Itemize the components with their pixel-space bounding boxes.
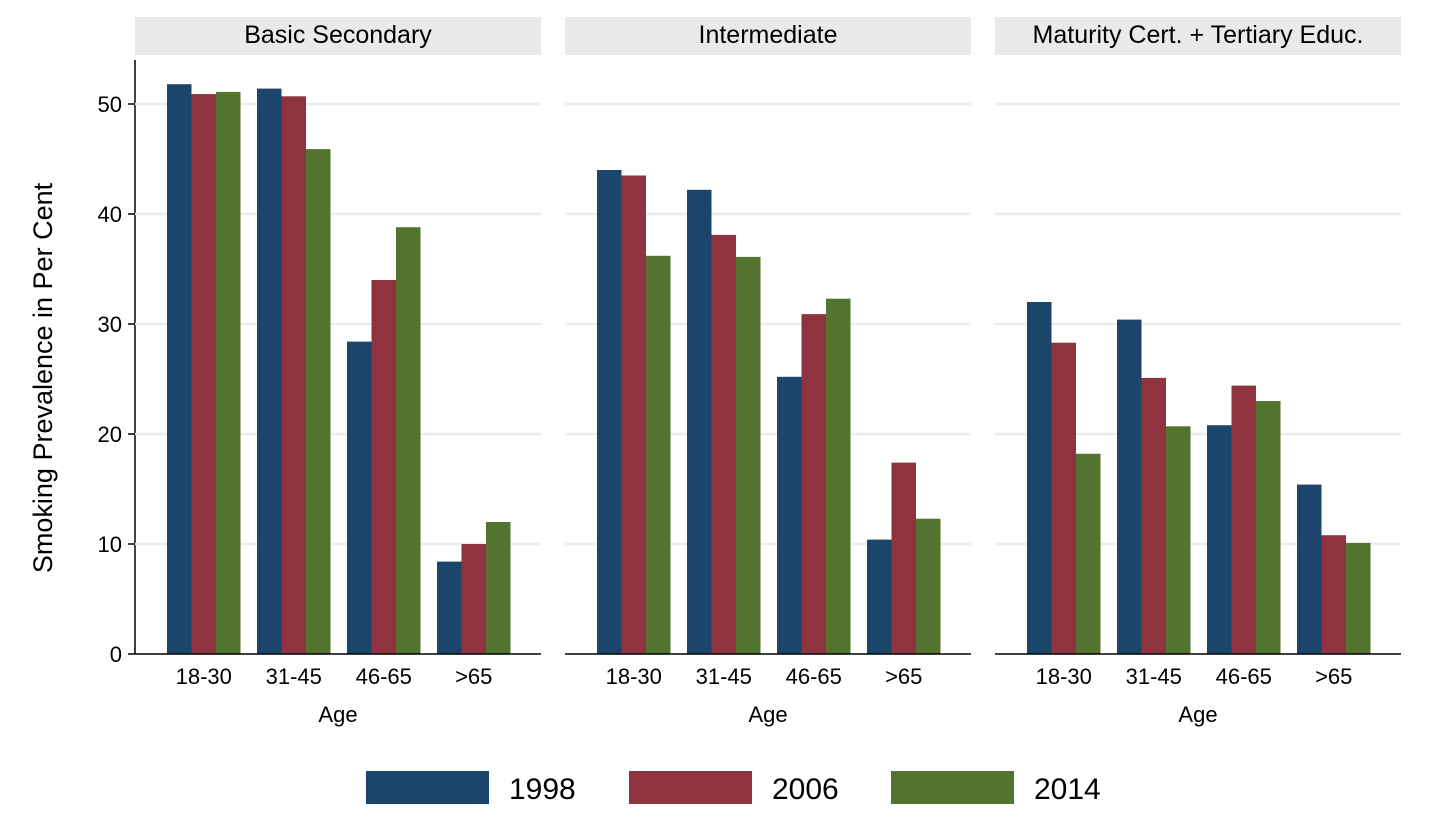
bar xyxy=(486,522,511,654)
panel-strip xyxy=(135,17,541,55)
legend-swatch xyxy=(629,771,752,804)
x-tick-label: 31-45 xyxy=(266,664,322,689)
bar xyxy=(1051,342,1076,654)
bar xyxy=(916,518,941,654)
bar xyxy=(257,88,282,655)
y-axis-label: Smoking Prevalence in Per Cent xyxy=(28,182,58,573)
bar xyxy=(1297,484,1322,654)
bar xyxy=(1207,425,1232,654)
legend-label: 1998 xyxy=(509,773,576,806)
x-tick-label: 18-30 xyxy=(606,664,662,689)
legend-swatch xyxy=(891,771,1014,804)
bar xyxy=(1166,426,1191,654)
legend-label: 2006 xyxy=(772,773,839,806)
bar xyxy=(396,227,421,654)
bar xyxy=(306,149,331,654)
bar xyxy=(437,561,462,654)
x-tick-label: 46-65 xyxy=(1216,664,1272,689)
bar xyxy=(646,255,671,655)
bar xyxy=(1076,453,1101,654)
panel-strip xyxy=(995,17,1401,55)
bar xyxy=(347,341,372,654)
x-axis-label: Age xyxy=(748,702,787,727)
x-tick-label: >65 xyxy=(1315,664,1352,689)
bar xyxy=(371,280,396,654)
bar xyxy=(1117,319,1142,654)
y-tick-label: 0 xyxy=(110,642,122,667)
bar xyxy=(281,96,306,655)
bar xyxy=(1027,302,1052,654)
bar xyxy=(687,189,712,655)
x-tick-label: >65 xyxy=(885,664,922,689)
bar xyxy=(801,314,826,654)
bar xyxy=(1346,542,1371,654)
x-tick-label: 46-65 xyxy=(356,664,412,689)
bar xyxy=(191,94,216,655)
bar xyxy=(826,298,851,654)
bar xyxy=(1321,535,1346,654)
x-tick-label: 18-30 xyxy=(1036,664,1092,689)
y-tick-label: 20 xyxy=(98,422,122,447)
y-tick-label: 40 xyxy=(98,202,122,227)
x-axis-label: Age xyxy=(318,702,357,727)
y-tick-label: 10 xyxy=(98,532,122,557)
bar xyxy=(216,91,241,654)
x-axis-label: Age xyxy=(1178,702,1217,727)
legend-swatch xyxy=(366,771,489,804)
bar xyxy=(1141,377,1166,654)
x-tick-label: 31-45 xyxy=(696,664,752,689)
bar xyxy=(711,234,736,654)
bar xyxy=(167,84,192,654)
y-tick-label: 50 xyxy=(98,92,122,117)
x-tick-label: 31-45 xyxy=(1126,664,1182,689)
bar xyxy=(736,256,761,654)
bar xyxy=(621,175,646,654)
x-tick-label: 46-65 xyxy=(786,664,842,689)
bar xyxy=(777,376,802,654)
panel-title: Maturity Cert. + Tertiary Educ. xyxy=(1033,21,1364,49)
panel-title: Basic Secondary xyxy=(244,21,432,49)
x-tick-label: >65 xyxy=(455,664,492,689)
x-tick-label: 18-30 xyxy=(176,664,232,689)
bar xyxy=(597,170,622,654)
bar xyxy=(891,462,916,654)
panel-title: Intermediate xyxy=(699,21,838,49)
y-tick-label: 30 xyxy=(98,312,122,337)
bar xyxy=(1256,401,1281,654)
legend-label: 2014 xyxy=(1034,773,1101,806)
panel-strip xyxy=(565,17,971,55)
bar xyxy=(867,539,892,654)
bar xyxy=(461,544,486,654)
bar xyxy=(1231,385,1256,654)
